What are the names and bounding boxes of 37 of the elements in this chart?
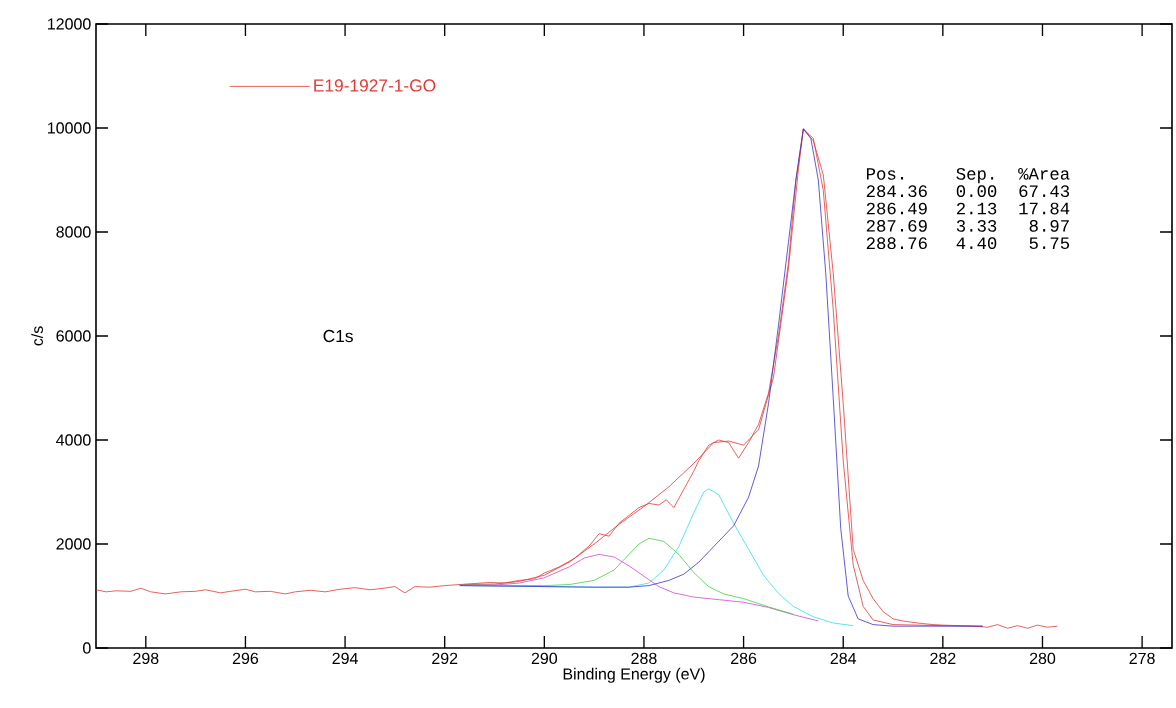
annotation: Sep. — [956, 168, 994, 184]
x-tick-label: 280 — [1029, 652, 1056, 665]
y-tick-label: 8000 — [56, 226, 91, 238]
annotation: 286.49 — [866, 202, 927, 215]
x-tick-label: 284 — [830, 652, 857, 665]
x-tick-label: 288 — [631, 652, 657, 665]
x-axis-title: Binding Energy (eV) — [563, 667, 705, 683]
legend-label: E19-1927-1-GO — [314, 79, 436, 92]
annotation: 4.40 — [956, 237, 997, 250]
annotation: 287.69 — [866, 220, 927, 232]
annotation: 3.33 — [956, 220, 997, 232]
annotation: 17.84 — [1019, 202, 1070, 215]
y-tick-label: 12000 — [48, 18, 91, 30]
annotation: 288.76 — [866, 237, 927, 250]
annotation: Pos. — [866, 168, 903, 180]
x-tick-label: 294 — [332, 652, 358, 665]
annotation: 8.97 — [1029, 220, 1069, 232]
annotation: %Area — [1018, 168, 1070, 180]
annotation: C1s — [323, 329, 353, 343]
x-tick-label: 278 — [1129, 652, 1155, 665]
annotation: 0.00 — [956, 185, 997, 198]
x-tick-label: 296 — [232, 652, 259, 665]
x-tick-label: 292 — [432, 652, 458, 665]
y-tick-label: 0 — [83, 642, 91, 654]
y-axis-title: c/s — [31, 326, 43, 346]
x-tick-label: 290 — [531, 652, 558, 665]
annotation: 2.13 — [956, 202, 997, 215]
y-tick-label: 10000 — [48, 122, 91, 134]
y-tick-label: 4000 — [56, 434, 91, 446]
x-tick-label: 286 — [731, 652, 757, 665]
annotation: 284.36 — [866, 185, 927, 198]
annotation: 67.43 — [1019, 185, 1070, 198]
y-tick-label: 6000 — [56, 330, 91, 342]
x-tick-label: 298 — [133, 652, 159, 665]
y-tick-label: 2000 — [56, 538, 91, 550]
annotation: 5.75 — [1029, 237, 1070, 250]
x-tick-label: 282 — [930, 652, 956, 665]
